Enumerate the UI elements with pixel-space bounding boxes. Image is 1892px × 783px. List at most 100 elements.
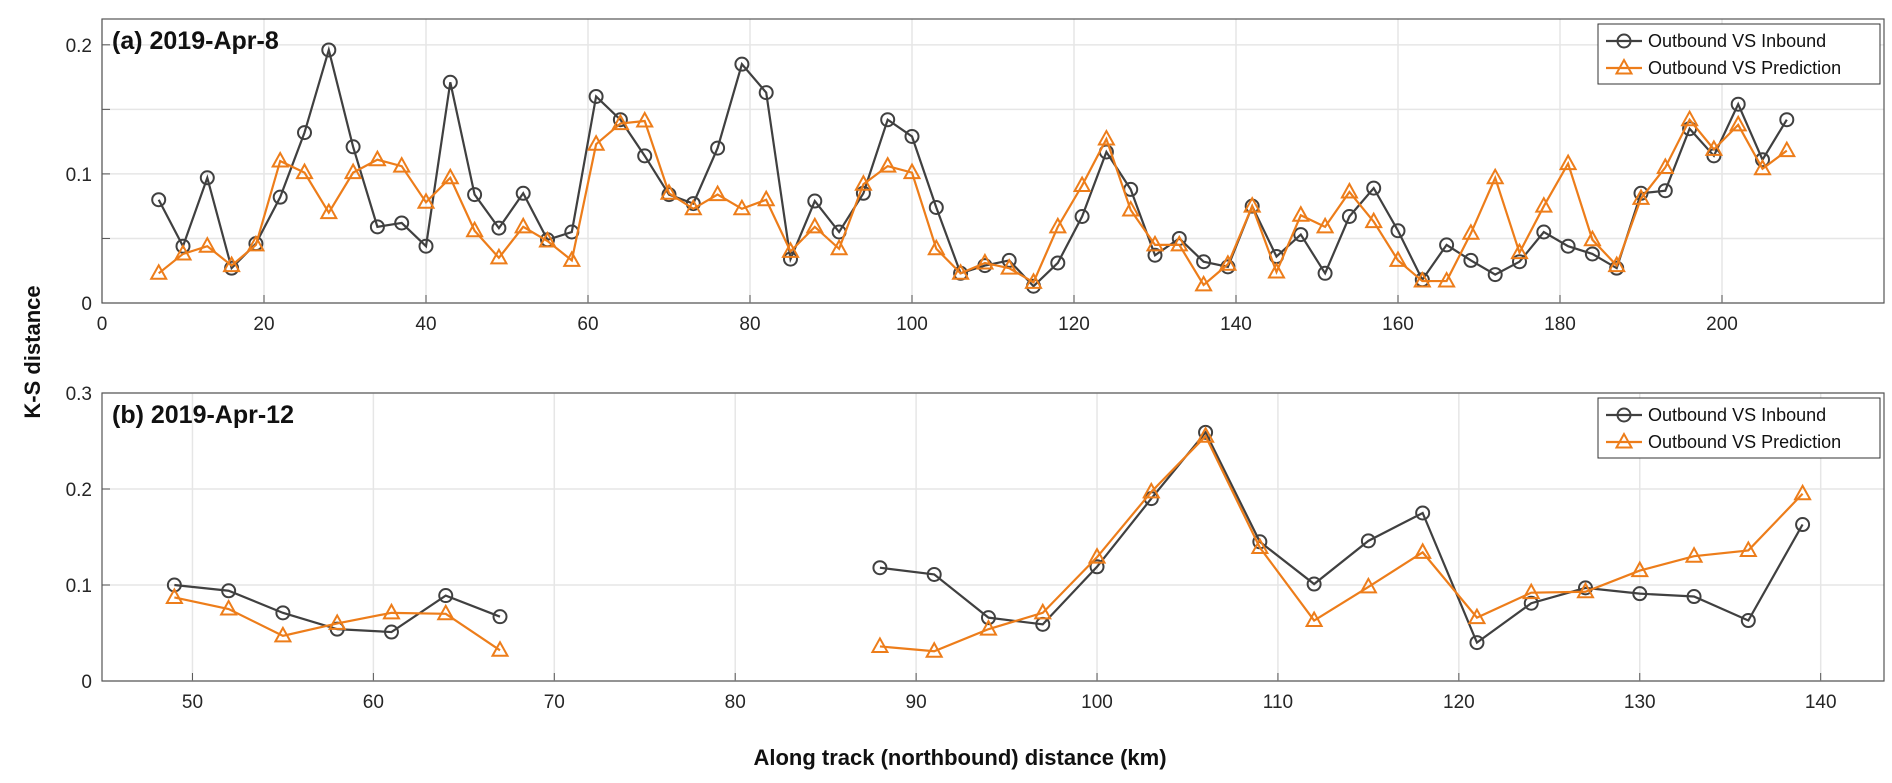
circle-marker [418, 238, 434, 254]
triangle-marker [757, 189, 776, 207]
triangle-marker [1607, 255, 1626, 273]
triangle-marker [538, 230, 557, 248]
triangle-marker [1243, 196, 1262, 213]
triangle-marker [1631, 188, 1651, 205]
subplot-title: (b) 2019-Apr-12 [112, 401, 294, 429]
y-tick-label: 0.1 [66, 165, 92, 186]
circle-marker [175, 238, 191, 254]
x-tick-label: 130 [1624, 692, 1656, 713]
triangle-marker [1753, 158, 1772, 176]
legend-box [1597, 23, 1881, 85]
x-tick-label: 140 [1805, 692, 1837, 713]
triangle-marker [1684, 546, 1704, 563]
triangle-marker [1072, 175, 1092, 193]
circle-marker [272, 189, 288, 205]
x-tick-label: 120 [1443, 692, 1475, 713]
circle-marker [1366, 180, 1382, 196]
triangle-marker [465, 220, 484, 238]
triangle-marker [1170, 234, 1189, 252]
triangle-marker [870, 636, 890, 653]
circle-marker [1360, 533, 1376, 549]
circle-marker [369, 219, 385, 235]
circle-marker [1439, 237, 1455, 253]
triangle-marker [1304, 610, 1324, 628]
circle-marker [1001, 252, 1017, 268]
x-tick-label: 100 [1081, 692, 1113, 713]
circle-marker [1196, 254, 1212, 270]
triangle-marker [878, 156, 897, 173]
triangle-marker [1194, 274, 1213, 292]
circle-marker [758, 85, 774, 101]
x-axis-label: Along track (northbound) distance (km) [753, 745, 1166, 770]
circle-marker [321, 42, 337, 58]
triangle-marker [1250, 537, 1270, 555]
axes-box [101, 392, 1885, 682]
y-tick-label: 0.2 [66, 480, 92, 501]
triangle-marker [1522, 582, 1541, 600]
x-tick-label: 120 [1058, 314, 1090, 335]
circle-marker [515, 185, 531, 201]
triangle-marker [441, 167, 460, 185]
triangle-marker [165, 587, 184, 604]
triangle-marker [295, 162, 314, 180]
series-line [157, 45, 1788, 288]
triangle-marker [416, 192, 436, 209]
circle-marker [1147, 247, 1163, 263]
triangle-marker [927, 238, 946, 256]
triangle-marker [343, 162, 363, 180]
legend-box [1597, 397, 1881, 459]
x-tick-label: 60 [363, 692, 384, 713]
triangle-marker [1267, 261, 1286, 279]
circle-marker [588, 88, 604, 104]
circle-marker [926, 566, 942, 582]
circle-marker [1536, 224, 1552, 240]
triangle-marker [1024, 272, 1043, 289]
triangle-marker [1461, 223, 1481, 240]
circle-marker [1089, 559, 1105, 575]
x-tick-label: 0 [97, 314, 108, 335]
triangle-marker [1340, 181, 1359, 199]
triangle-marker [1364, 211, 1383, 229]
series-outbound-vs-prediction [149, 109, 1796, 292]
circle-marker [492, 609, 508, 625]
circle-marker [1293, 227, 1309, 243]
triangle-marker [489, 247, 509, 265]
triangle-marker [1315, 216, 1335, 234]
x-tick-label: 60 [577, 314, 598, 335]
triangle-marker [1359, 576, 1378, 594]
circle-marker [383, 624, 399, 640]
triangle-marker [586, 134, 606, 151]
series-line [879, 430, 1804, 645]
triangle-marker [1680, 109, 1699, 127]
triangle-marker [562, 250, 581, 267]
series-line [879, 434, 1804, 653]
circle-marker [807, 193, 823, 209]
triangle-marker [805, 216, 824, 234]
circle-marker [1198, 424, 1214, 440]
triangle-marker [1048, 216, 1067, 234]
triangle-marker [392, 156, 411, 173]
circle-marker [612, 112, 628, 128]
circle-marker [297, 125, 312, 141]
circle-marker [637, 148, 653, 164]
legend: Outbound VS Inbound Outbound VS Predictio… [1597, 397, 1881, 459]
triangle-marker [1145, 234, 1165, 252]
circle-marker [1795, 517, 1811, 533]
circle-marker [1560, 238, 1576, 254]
triangle-marker [1142, 481, 1161, 499]
circle-marker [661, 187, 677, 203]
legend-item: Outbound VS Prediction [1606, 57, 1841, 78]
triangle-marker [271, 150, 290, 168]
triangle-marker [635, 110, 654, 128]
triangle-marker [1196, 426, 1215, 443]
triangle-marker [902, 162, 922, 180]
y-tick-label: 0.2 [66, 36, 92, 57]
circle-marker [1577, 580, 1593, 596]
x-tick-label: 200 [1706, 314, 1738, 335]
circle-marker [1487, 267, 1503, 283]
triangle-marker [1583, 229, 1602, 247]
circle-marker [1469, 635, 1485, 651]
triangle-marker [1729, 114, 1748, 132]
circle-marker [1463, 252, 1479, 268]
triangle-marker [368, 149, 387, 167]
